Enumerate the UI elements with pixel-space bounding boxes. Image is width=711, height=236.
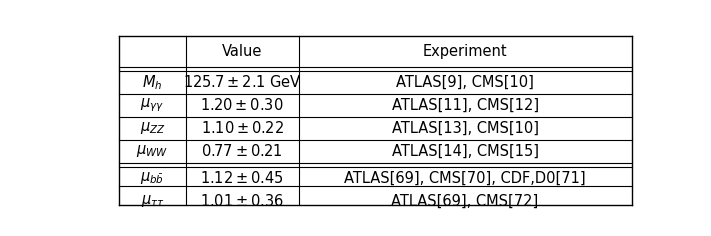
Text: ATLAS[11], CMS[12]: ATLAS[11], CMS[12] [392, 98, 539, 113]
Text: $125.7\pm2.1$ GeV: $125.7\pm2.1$ GeV [183, 74, 301, 90]
Text: $1.12 \pm 0.45$: $1.12 \pm 0.45$ [201, 170, 284, 186]
Text: Experiment: Experiment [423, 44, 508, 59]
Text: Value: Value [222, 44, 262, 59]
Text: $1.10\pm0.22$: $1.10\pm0.22$ [201, 120, 284, 136]
Text: $\mu_{b\bar{b}}$: $\mu_{b\bar{b}}$ [141, 170, 164, 186]
Text: ATLAS[14], CMS[15]: ATLAS[14], CMS[15] [392, 144, 539, 159]
Text: $\mu_{ZZ}$: $\mu_{ZZ}$ [139, 120, 166, 136]
Text: ATLAS[69], CMS[72]: ATLAS[69], CMS[72] [392, 194, 539, 209]
Text: $\mu_{WW}$: $\mu_{WW}$ [137, 143, 169, 159]
Text: ATLAS[69], CMS[70], CDF,D0[71]: ATLAS[69], CMS[70], CDF,D0[71] [344, 171, 586, 186]
Text: ATLAS[13], CMS[10]: ATLAS[13], CMS[10] [392, 121, 539, 136]
Text: $\mu_{\tau\tau}$: $\mu_{\tau\tau}$ [141, 193, 164, 209]
Text: ATLAS[9], CMS[10]: ATLAS[9], CMS[10] [396, 75, 534, 90]
Text: $1.20\pm0.30$: $1.20\pm0.30$ [201, 97, 284, 113]
Text: $0.77\pm0.21$: $0.77\pm0.21$ [201, 143, 283, 159]
Text: $1.01 \pm 0.36$: $1.01 \pm 0.36$ [200, 193, 284, 209]
Text: $\mu_{\gamma\gamma}$: $\mu_{\gamma\gamma}$ [141, 97, 164, 114]
Text: $M_h$: $M_h$ [142, 73, 163, 92]
